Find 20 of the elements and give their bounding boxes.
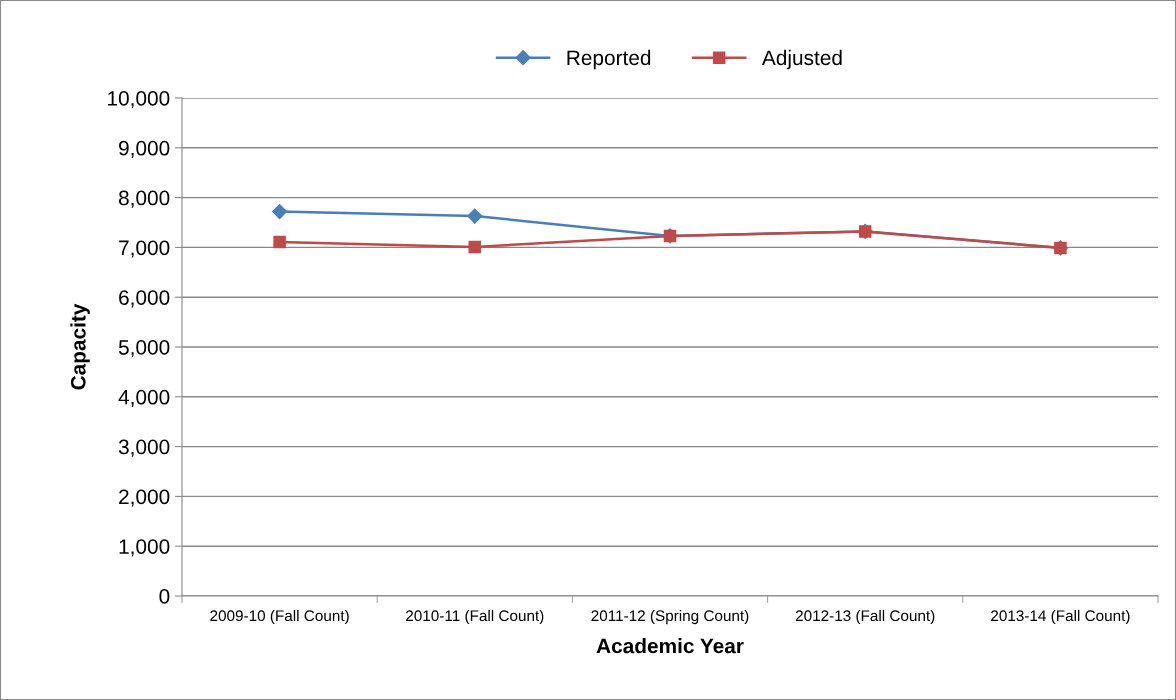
y-tick-label: 10,000	[108, 91, 170, 109]
y-tick-label: 8,000	[118, 190, 170, 208]
y-tick-label: 3,000	[118, 439, 170, 457]
y-tick-label: 2,000	[119, 489, 170, 507]
y-axis-title: Capacity	[70, 303, 90, 390]
x-tick-label: 2010-11 (Fall Count)	[406, 609, 544, 625]
y-tick-label: 7,000	[119, 240, 170, 258]
legend-label: Adjusted	[761, 49, 842, 70]
y-tick-label: 5,000	[118, 340, 170, 358]
y-tick-label: 9,000	[119, 140, 170, 159]
y-tick-label: 1,000	[119, 539, 170, 557]
y-tick-label: 6,000	[119, 290, 170, 308]
x-tick-label: 2012-13 (Fall Count)	[795, 609, 935, 625]
y-tick-label: 0	[159, 589, 170, 604]
x-tick-label: 2013-14 (Fall Count)	[991, 609, 1130, 625]
x-axis-title: Academic Year	[596, 638, 744, 654]
y-tick-label: 4,000	[118, 389, 170, 408]
x-tick-label: 2009-10 (Fall Count)	[210, 609, 349, 625]
x-tick-label: 2011-12 (Spring Count)	[591, 609, 749, 625]
legend-label: Reported	[567, 49, 651, 70]
